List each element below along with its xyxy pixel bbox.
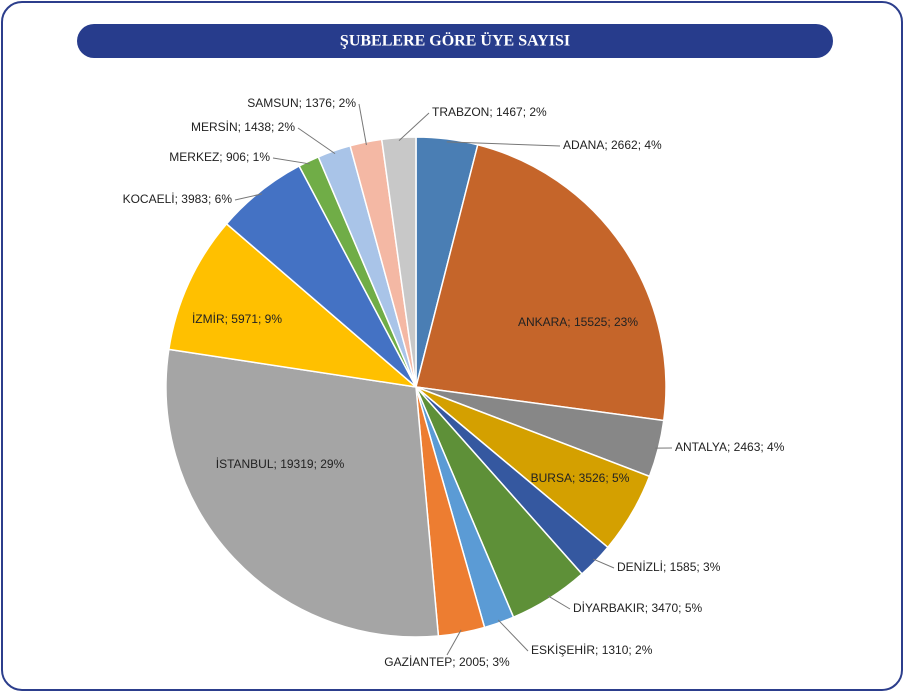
data-label: SAMSUN; 1376; 2% <box>247 96 356 110</box>
data-label: İSTANBUL; 19319; 29% <box>216 457 345 471</box>
data-label: KOCAELİ; 3983; 6% <box>123 192 233 206</box>
data-label: MERSİN; 1438; 2% <box>191 120 295 134</box>
data-label: ADANA; 2662; 4% <box>563 138 662 152</box>
data-label: ANKARA; 15525; 23% <box>518 315 638 329</box>
data-label: MERKEZ; 906; 1% <box>169 150 270 164</box>
data-label: TRABZON; 1467; 2% <box>432 105 547 119</box>
chart-title: ŞUBELERE GÖRE ÜYE SAYISI <box>340 32 570 50</box>
data-label: BURSA; 3526; 5% <box>531 471 630 485</box>
data-label: İZMİR; 5971; 9% <box>192 312 282 326</box>
data-label: DİYARBAKIR; 3470; 5% <box>573 601 703 615</box>
data-label: DENİZLİ; 1585; 3% <box>617 560 721 574</box>
data-label: GAZİANTEP; 2005; 3% <box>384 655 510 669</box>
data-label: ESKİŞEHİR; 1310; 2% <box>531 643 653 657</box>
data-label: ANTALYA; 2463; 4% <box>675 440 785 454</box>
